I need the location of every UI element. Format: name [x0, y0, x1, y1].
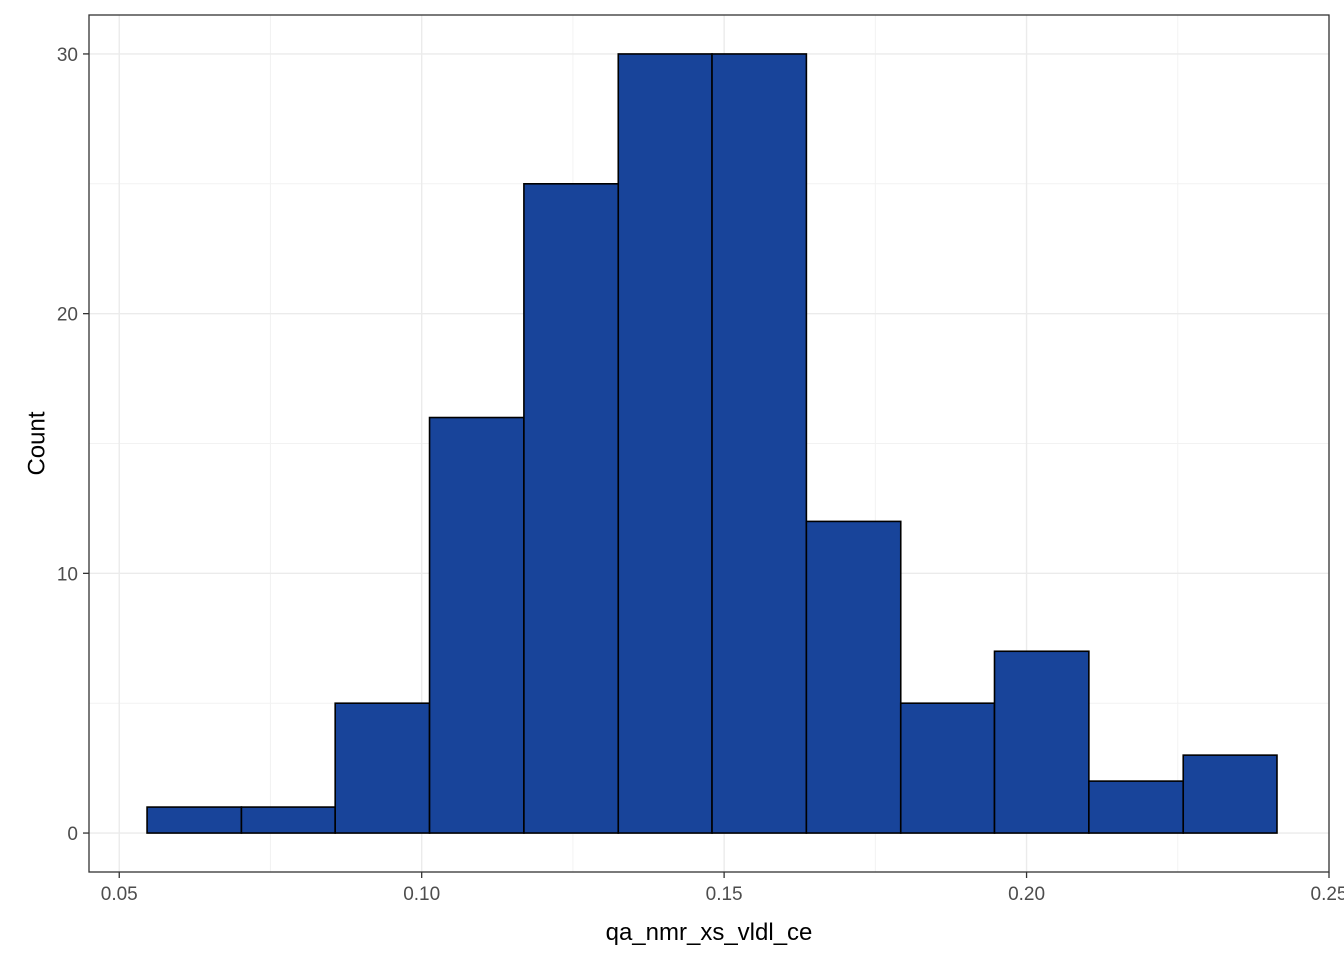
histogram-bars [146, 53, 1278, 834]
x-axis: 0.05 0.10 0.15 0.20 0.25 [101, 872, 1344, 905]
histogram-bar [617, 53, 713, 834]
x-tick-label: 0.05 [101, 884, 138, 905]
y-tick-label: 30 [57, 45, 78, 66]
x-tick-label: 0.20 [1008, 884, 1045, 905]
histogram-bar [993, 650, 1090, 834]
histogram-bar [240, 806, 336, 834]
x-tick-label: 0.25 [1311, 884, 1344, 905]
x-tick-label: 0.15 [706, 884, 743, 905]
y-axis-title: Count [23, 411, 50, 475]
histogram-bar [146, 806, 243, 834]
y-axis: 0 10 20 30 [57, 45, 89, 845]
plot-panel-border [88, 14, 1330, 873]
histogram-bar [1088, 780, 1185, 834]
histogram-bar [428, 416, 525, 834]
x-tick-label: 0.10 [403, 884, 440, 905]
histogram-bar [805, 520, 902, 834]
y-tick-label: 0 [67, 824, 78, 845]
histogram-bar [1182, 754, 1278, 834]
x-axis-title: qa_nmr_xs_vldl_ce [606, 919, 813, 946]
y-tick-label: 20 [57, 305, 78, 326]
y-tick-label: 10 [57, 564, 78, 585]
histogram-bar [334, 702, 431, 834]
histogram-bar [523, 183, 620, 834]
histogram-bar [899, 702, 996, 834]
histogram-bar [711, 53, 808, 834]
